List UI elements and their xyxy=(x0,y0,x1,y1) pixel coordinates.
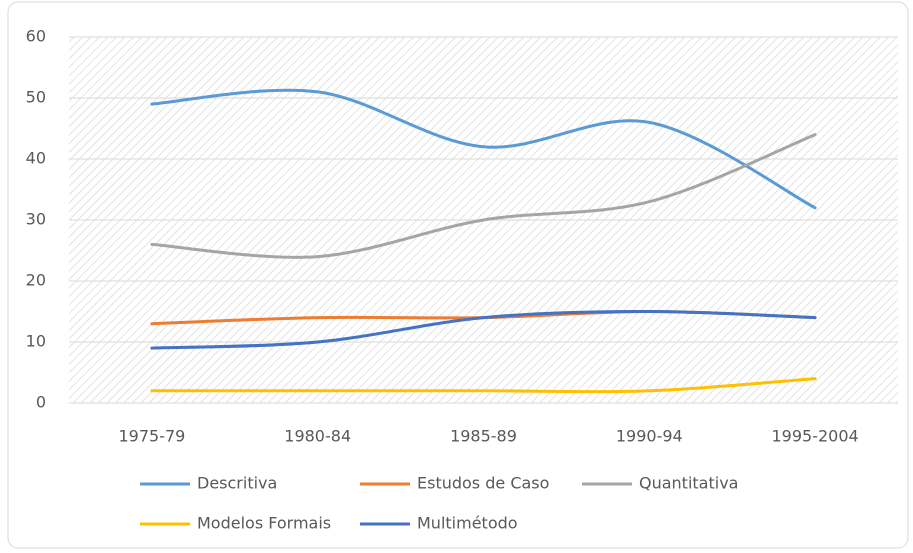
legend-label: Modelos Formais xyxy=(197,514,331,533)
x-tick-label: 1975-79 xyxy=(118,427,185,446)
x-tick-label: 1980-84 xyxy=(284,427,351,446)
y-tick-label: 0 xyxy=(36,393,46,412)
y-tick-label: 20 xyxy=(26,271,46,290)
legend-label: Descritiva xyxy=(197,474,277,493)
x-tick-label: 1995-2004 xyxy=(771,427,858,446)
y-tick-label: 10 xyxy=(26,332,46,351)
series-line xyxy=(150,309,817,350)
y-tick-label: 40 xyxy=(26,149,46,168)
y-tick-label: 30 xyxy=(26,210,46,229)
legend-label: Estudos de Caso xyxy=(417,474,549,493)
legend-label: Multimétodo xyxy=(417,514,518,533)
x-tick-label: 1990-94 xyxy=(616,427,683,446)
series-line xyxy=(150,88,817,210)
series-line xyxy=(150,133,817,259)
y-tick-label: 50 xyxy=(26,88,46,107)
x-tick-label: 1985-89 xyxy=(450,427,517,446)
series-line xyxy=(150,377,817,394)
legend-label: Quantitativa xyxy=(639,474,738,493)
y-tick-label: 60 xyxy=(26,27,46,46)
